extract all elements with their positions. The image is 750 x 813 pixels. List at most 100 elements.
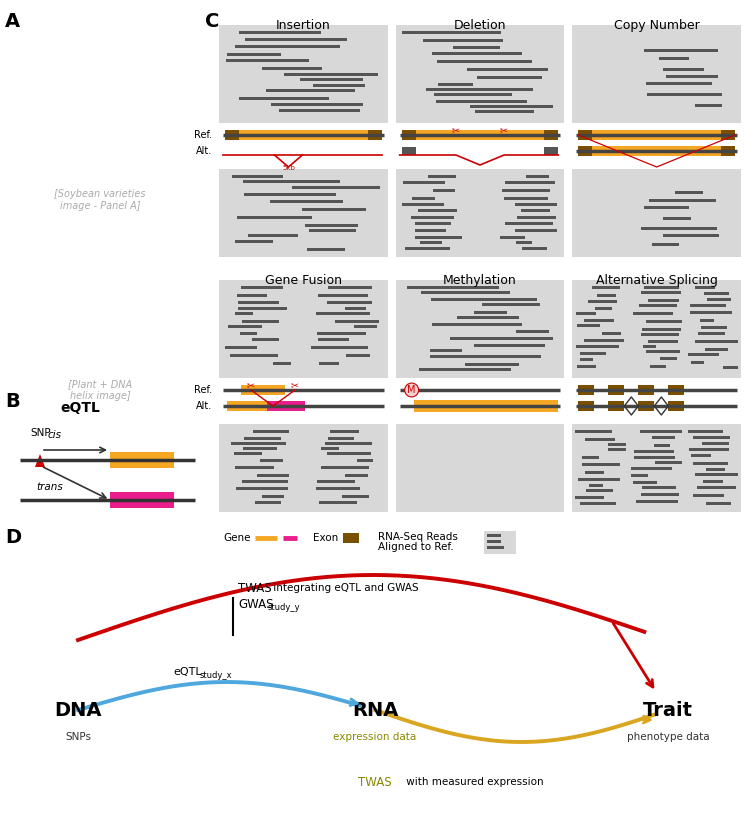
Text: Copy Number: Copy Number <box>614 19 700 32</box>
Bar <box>688 448 729 451</box>
Bar <box>703 480 723 483</box>
Bar <box>575 496 604 499</box>
Bar <box>219 169 388 257</box>
Text: Alt.: Alt. <box>196 401 212 411</box>
Bar <box>638 304 676 307</box>
Text: [Plant + DNA
helix image]: [Plant + DNA helix image] <box>68 379 132 401</box>
Text: Ref.: Ref. <box>194 385 212 395</box>
Bar <box>402 31 501 34</box>
Bar <box>572 280 741 378</box>
Bar <box>700 319 714 322</box>
Text: with measured expression: with measured expression <box>403 777 544 787</box>
Bar <box>433 93 512 96</box>
Bar <box>320 362 339 365</box>
Bar <box>475 110 534 113</box>
Bar <box>245 38 347 41</box>
Bar <box>241 385 285 395</box>
Text: TWAS: TWAS <box>358 776 392 789</box>
Text: ✂: ✂ <box>247 380 255 390</box>
Bar <box>457 316 519 319</box>
Bar <box>430 349 462 352</box>
Bar <box>578 130 592 140</box>
Bar <box>465 363 519 366</box>
Bar <box>580 502 616 505</box>
Text: ✂: ✂ <box>452 125 460 135</box>
Bar <box>316 487 360 490</box>
Bar <box>721 130 735 140</box>
Bar <box>588 300 617 303</box>
Bar <box>320 501 357 504</box>
Bar <box>582 456 599 459</box>
Bar <box>646 82 712 85</box>
Bar <box>234 452 262 455</box>
Bar <box>641 328 680 331</box>
Bar <box>484 531 516 554</box>
Bar <box>227 53 281 56</box>
Bar <box>582 463 620 466</box>
Bar <box>544 130 558 140</box>
Bar <box>402 147 416 155</box>
Bar <box>489 534 501 537</box>
Text: SNPs: SNPs <box>65 732 91 742</box>
Bar <box>219 424 388 512</box>
Bar <box>345 307 366 310</box>
Bar <box>327 452 371 455</box>
Bar <box>694 286 715 289</box>
Text: Gene Fusion: Gene Fusion <box>265 274 342 287</box>
Bar <box>252 338 279 341</box>
Bar <box>578 324 600 327</box>
Bar <box>650 365 665 368</box>
Bar <box>345 474 368 477</box>
Bar <box>698 332 724 335</box>
Bar <box>693 462 728 465</box>
Text: B: B <box>5 392 20 411</box>
Bar <box>638 401 654 411</box>
Bar <box>432 52 522 55</box>
Bar <box>640 227 717 230</box>
Bar <box>640 493 679 496</box>
Bar <box>368 130 382 140</box>
Bar <box>426 88 532 91</box>
Text: Alternative Splicing: Alternative Splicing <box>596 274 718 287</box>
Bar <box>641 486 676 489</box>
Bar <box>253 430 289 433</box>
Bar <box>232 175 283 178</box>
Bar <box>419 368 511 371</box>
Bar <box>267 401 305 411</box>
Bar <box>242 480 288 483</box>
Bar <box>427 175 456 178</box>
Bar <box>243 447 277 450</box>
Bar <box>487 546 504 549</box>
Text: Alt.: Alt. <box>196 146 212 156</box>
Bar <box>271 103 363 106</box>
Bar <box>436 60 532 63</box>
Bar <box>403 181 445 184</box>
Bar <box>693 494 724 497</box>
Bar <box>505 222 553 225</box>
Bar <box>302 208 366 211</box>
Bar <box>241 286 283 289</box>
Text: Methylation: Methylation <box>443 274 517 287</box>
Bar <box>586 489 613 492</box>
Bar <box>313 84 365 87</box>
Bar <box>653 444 670 447</box>
Text: Aligned to Ref.: Aligned to Ref. <box>378 542 454 552</box>
Bar <box>227 401 267 411</box>
Bar <box>652 243 679 246</box>
Text: cis: cis <box>48 430 62 440</box>
Bar <box>578 146 592 156</box>
Text: study_x: study_x <box>200 671 232 680</box>
Bar <box>242 320 279 323</box>
Bar <box>405 247 450 250</box>
Bar <box>243 180 340 183</box>
Bar <box>514 203 556 206</box>
Bar <box>585 471 604 474</box>
Bar <box>647 340 677 343</box>
Bar <box>647 299 679 302</box>
Bar <box>342 495 369 498</box>
Bar <box>522 247 547 250</box>
Bar <box>502 189 550 192</box>
Bar <box>477 76 542 79</box>
Bar <box>225 130 239 140</box>
Bar <box>690 311 732 314</box>
